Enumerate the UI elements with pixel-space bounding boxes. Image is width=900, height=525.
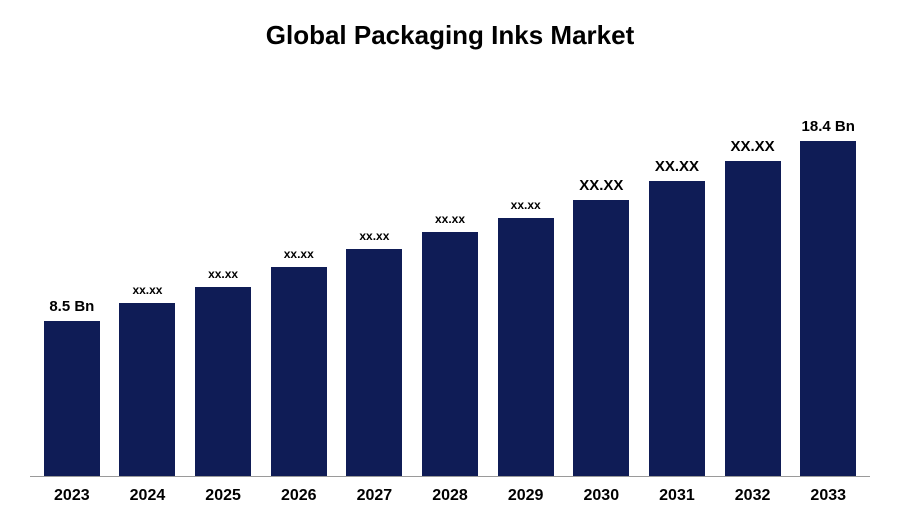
x-axis-label: 2025 [185, 487, 261, 505]
bar [422, 232, 478, 476]
bar-group: 18.4 Bn [790, 61, 866, 476]
bar [346, 249, 402, 476]
value-label: XX.XX [579, 177, 623, 194]
bar [725, 161, 781, 476]
x-axis-label: 2029 [488, 487, 564, 505]
bar [271, 267, 327, 476]
bar [649, 181, 705, 476]
value-label: 8.5 Bn [49, 298, 94, 315]
x-axis-label: 2033 [790, 487, 866, 505]
bar-group: XX.XX [563, 61, 639, 476]
value-label: xx.xx [435, 212, 465, 226]
bar-group: xx.xx [185, 61, 261, 476]
bar [119, 303, 175, 476]
bar-group: 8.5 Bn [34, 61, 110, 476]
value-label: xx.xx [284, 247, 314, 261]
x-axis-label: 2027 [337, 487, 413, 505]
value-label: xx.xx [359, 229, 389, 243]
bar-group: XX.XX [639, 61, 715, 476]
value-label: 18.4 Bn [802, 118, 855, 135]
x-axis-label: 2026 [261, 487, 337, 505]
value-label: xx.xx [511, 198, 541, 212]
x-axis-label: 2032 [715, 487, 791, 505]
bar [195, 287, 251, 476]
x-axis-label: 2028 [412, 487, 488, 505]
plot-area: 8.5 Bn xx.xx xx.xx xx.xx xx.xx xx.xx xx.… [30, 61, 870, 477]
value-label: XX.XX [655, 158, 699, 175]
bar-group: xx.xx [412, 61, 488, 476]
value-label: xx.xx [208, 267, 238, 281]
bar-group: xx.xx [261, 61, 337, 476]
value-label: XX.XX [730, 138, 774, 155]
bar [44, 321, 100, 476]
bar [800, 141, 856, 476]
bar-group: xx.xx [110, 61, 186, 476]
chart-title: Global Packaging Inks Market [30, 20, 870, 51]
x-axis-label: 2030 [563, 487, 639, 505]
bar [498, 218, 554, 476]
bar-chart: Global Packaging Inks Market 8.5 Bn xx.x… [0, 0, 900, 525]
bar [573, 200, 629, 476]
x-axis: 2023 2024 2025 2026 2027 2028 2029 2030 … [30, 477, 870, 505]
bar-group: xx.xx [337, 61, 413, 476]
bar-group: XX.XX [715, 61, 791, 476]
x-axis-label: 2023 [34, 487, 110, 505]
bar-group: xx.xx [488, 61, 564, 476]
value-label: xx.xx [132, 283, 162, 297]
x-axis-label: 2031 [639, 487, 715, 505]
x-axis-label: 2024 [110, 487, 186, 505]
